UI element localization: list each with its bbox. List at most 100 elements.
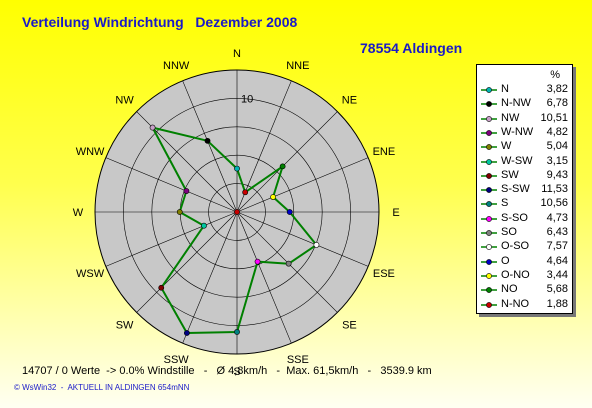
data-point-w-nw xyxy=(183,188,190,194)
legend-value: 3,44 xyxy=(546,268,568,281)
direction-label: NE xyxy=(342,95,357,107)
direction-label: NNW xyxy=(163,60,190,72)
legend-marker-icon xyxy=(481,244,497,251)
legend-item: W-NW 4,82 xyxy=(477,126,572,140)
grid-spoke xyxy=(236,157,369,213)
grid-spoke xyxy=(136,211,238,313)
direction-label: S xyxy=(233,366,240,378)
direction-label: W xyxy=(73,207,84,219)
radial-tick-label: 10 xyxy=(241,93,253,105)
legend-value: 11,53 xyxy=(541,183,568,196)
legend-marker-icon xyxy=(481,287,497,294)
legend-marker-icon xyxy=(481,187,497,193)
legend-marker-icon xyxy=(481,272,497,279)
legend-item: N-NW 6,78 xyxy=(477,97,572,111)
location-subtitle: 78554 Aldingen xyxy=(360,40,463,56)
direction-label: SW xyxy=(116,319,134,331)
data-point-w-sw xyxy=(201,222,207,229)
legend-item: NO 5,68 xyxy=(477,283,572,297)
legend-label: W-SW xyxy=(501,154,533,167)
legend-marker-icon xyxy=(481,201,497,208)
legend-label: O-SO xyxy=(501,240,530,253)
grid-spoke xyxy=(105,157,238,213)
direction-label: WNW xyxy=(76,146,105,158)
legend-header: % xyxy=(550,69,560,81)
data-point-no xyxy=(279,163,286,170)
legend-label: W-NW xyxy=(501,125,534,138)
data-point-s xyxy=(234,329,240,335)
legend-value: 5,68 xyxy=(546,283,568,296)
legend-marker-icon xyxy=(481,301,497,308)
legend-item: O 4,64 xyxy=(477,255,572,269)
legend-marker-icon xyxy=(481,258,497,265)
data-point-o-so xyxy=(313,242,320,248)
legend-label: S xyxy=(501,197,509,210)
data-point-sw xyxy=(158,284,165,291)
legend-marker-icon xyxy=(481,87,497,93)
legend-label: SO xyxy=(501,226,517,238)
legend-item: W-SW 3,15 xyxy=(477,155,572,169)
legend-label: NO xyxy=(501,283,518,296)
direction-label: NW xyxy=(115,95,134,107)
direction-label: N xyxy=(233,48,241,60)
direction-label: NNE xyxy=(286,60,309,72)
legend-item: S-SW 11,53 xyxy=(477,183,572,197)
legend-marker-icon xyxy=(481,144,497,151)
legend-item: SO 6,43 xyxy=(477,226,572,240)
legend-item: NW 10,51 xyxy=(477,112,572,126)
data-point-s-sw xyxy=(183,330,190,336)
legend-marker-icon xyxy=(481,215,497,222)
legend-marker-icon xyxy=(481,172,497,179)
legend-value: 7,57 xyxy=(546,240,568,253)
data-point-n-no xyxy=(242,189,249,196)
data-point-o xyxy=(286,209,293,215)
direction-label: ENE xyxy=(373,146,396,158)
legend-label: S-SW xyxy=(501,183,530,196)
legend-label: W xyxy=(501,140,512,153)
data-point-nw xyxy=(149,124,156,131)
data-point-o-no xyxy=(270,194,277,200)
center-point xyxy=(234,209,240,215)
legend-item: N-NO 1,88 xyxy=(477,298,572,312)
legend-item: S-SO 4,73 xyxy=(477,212,572,226)
data-point-w xyxy=(176,209,183,215)
legend-label: NW xyxy=(501,111,520,124)
legend-marker-icon xyxy=(481,115,497,122)
direction-label: SSE xyxy=(287,354,309,366)
legend-item: W 5,04 xyxy=(477,140,572,154)
data-point-n xyxy=(234,165,240,172)
legend-item: S 10,56 xyxy=(477,197,572,211)
chart-title: Verteilung Windrichtung Dezember 2008 xyxy=(22,14,298,30)
legend-item: O-SO 7,57 xyxy=(477,240,572,254)
legend-marker-icon xyxy=(481,158,497,165)
legend-item: N 3,82 xyxy=(477,83,572,97)
legend-value: 6,78 xyxy=(546,97,568,110)
data-point-s-so xyxy=(254,258,261,265)
grid-spoke xyxy=(236,111,338,213)
legend-value: 4,73 xyxy=(546,211,568,224)
legend-value: 6,43 xyxy=(546,226,568,238)
legend-label: O xyxy=(501,254,510,267)
direction-label: SSW xyxy=(164,354,190,366)
legend-label: N xyxy=(501,83,509,95)
legend: % N 3,82 N-NW 6,78 NW 10,51 W-NW 4,82 W 5,04 W-SW 3… xyxy=(476,64,573,314)
legend-value: 5,04 xyxy=(546,140,568,153)
legend-marker-icon xyxy=(481,101,497,108)
copyright-line: © WsWin32 - AKTUELL IN ALDINGEN 654mNN xyxy=(14,383,190,392)
legend-label: O-NO xyxy=(501,268,530,281)
legend-label: N-NO xyxy=(501,297,530,310)
legend-value: 10,51 xyxy=(540,111,568,124)
direction-label: WSW xyxy=(76,268,105,280)
legend-item: O-NO 3,44 xyxy=(477,269,572,283)
legend-label: SW xyxy=(501,168,519,181)
legend-value: 1,88 xyxy=(546,297,568,310)
grid-spoke xyxy=(182,211,238,344)
direction-label: SE xyxy=(342,319,357,331)
grid-spoke xyxy=(236,211,292,344)
legend-value: 4,64 xyxy=(546,254,568,267)
legend-value: 9,43 xyxy=(546,168,568,181)
statistics-footer: 14707 / 0 Werte -> 0.0% Windstille - Ø 4… xyxy=(22,365,432,377)
legend-label: N-NW xyxy=(501,97,531,110)
direction-label: E xyxy=(392,207,399,219)
data-point-n-nw xyxy=(204,137,211,144)
